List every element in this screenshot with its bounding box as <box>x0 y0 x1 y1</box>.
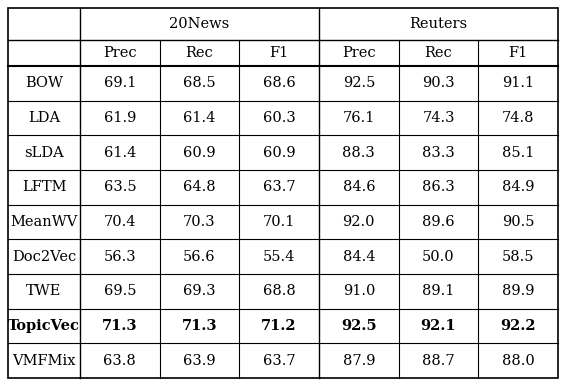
Text: 69.3: 69.3 <box>183 284 216 298</box>
Text: F1: F1 <box>269 46 289 60</box>
Text: 85.1: 85.1 <box>502 146 534 160</box>
Text: 89.1: 89.1 <box>422 284 454 298</box>
Text: BOW: BOW <box>25 76 63 90</box>
Text: Reuters: Reuters <box>409 17 468 31</box>
Text: Rec: Rec <box>424 46 452 60</box>
Text: 61.4: 61.4 <box>183 111 216 125</box>
Text: 58.5: 58.5 <box>502 250 534 264</box>
Text: 63.8: 63.8 <box>104 354 136 368</box>
Text: 61.9: 61.9 <box>104 111 136 125</box>
Text: 69.5: 69.5 <box>104 284 136 298</box>
Text: 56.6: 56.6 <box>183 250 216 264</box>
Text: 69.1: 69.1 <box>104 76 136 90</box>
Text: 71.3: 71.3 <box>102 319 138 333</box>
Text: 89.9: 89.9 <box>502 284 534 298</box>
Text: VMFMix: VMFMix <box>12 354 76 368</box>
Text: 92.2: 92.2 <box>500 319 536 333</box>
Text: 63.9: 63.9 <box>183 354 216 368</box>
Text: 70.4: 70.4 <box>104 215 136 229</box>
Text: 90.3: 90.3 <box>422 76 455 90</box>
Text: 92.5: 92.5 <box>341 319 376 333</box>
Text: 91.0: 91.0 <box>342 284 375 298</box>
Text: 84.4: 84.4 <box>342 250 375 264</box>
Text: 55.4: 55.4 <box>263 250 295 264</box>
Text: 70.3: 70.3 <box>183 215 216 229</box>
Text: 71.3: 71.3 <box>182 319 217 333</box>
Text: 68.5: 68.5 <box>183 76 216 90</box>
Text: 86.3: 86.3 <box>422 180 455 194</box>
Text: 60.9: 60.9 <box>263 146 295 160</box>
Text: TWE: TWE <box>26 284 62 298</box>
Text: 63.7: 63.7 <box>263 354 295 368</box>
Text: 92.1: 92.1 <box>421 319 456 333</box>
Text: 74.8: 74.8 <box>502 111 534 125</box>
Text: Doc2Vec: Doc2Vec <box>12 250 76 264</box>
Text: 84.9: 84.9 <box>502 180 534 194</box>
Text: LDA: LDA <box>28 111 60 125</box>
Text: 91.1: 91.1 <box>502 76 534 90</box>
Text: 90.5: 90.5 <box>502 215 534 229</box>
Text: 87.9: 87.9 <box>342 354 375 368</box>
Text: LFTM: LFTM <box>22 180 66 194</box>
Text: 76.1: 76.1 <box>342 111 375 125</box>
Text: 68.6: 68.6 <box>263 76 295 90</box>
Text: Prec: Prec <box>103 46 136 60</box>
Text: 71.2: 71.2 <box>261 319 297 333</box>
Text: Rec: Rec <box>186 46 213 60</box>
Text: MeanWV: MeanWV <box>10 215 78 229</box>
Text: 56.3: 56.3 <box>104 250 136 264</box>
Text: 88.7: 88.7 <box>422 354 455 368</box>
Text: 63.5: 63.5 <box>104 180 136 194</box>
Text: 84.6: 84.6 <box>342 180 375 194</box>
Text: 61.4: 61.4 <box>104 146 136 160</box>
Text: 92.5: 92.5 <box>342 76 375 90</box>
Text: 20News: 20News <box>169 17 230 31</box>
Text: 83.3: 83.3 <box>422 146 455 160</box>
Text: TopicVec: TopicVec <box>8 319 80 333</box>
Text: 92.0: 92.0 <box>342 215 375 229</box>
Text: 64.8: 64.8 <box>183 180 216 194</box>
Text: 50.0: 50.0 <box>422 250 455 264</box>
Text: 88.0: 88.0 <box>502 354 534 368</box>
Text: sLDA: sLDA <box>24 146 64 160</box>
Text: 60.3: 60.3 <box>263 111 295 125</box>
Text: 68.8: 68.8 <box>263 284 295 298</box>
Text: 60.9: 60.9 <box>183 146 216 160</box>
Text: F1: F1 <box>508 46 528 60</box>
Text: 89.6: 89.6 <box>422 215 455 229</box>
Text: 63.7: 63.7 <box>263 180 295 194</box>
Text: 70.1: 70.1 <box>263 215 295 229</box>
Text: 74.3: 74.3 <box>422 111 454 125</box>
Text: 88.3: 88.3 <box>342 146 375 160</box>
Text: Prec: Prec <box>342 46 376 60</box>
